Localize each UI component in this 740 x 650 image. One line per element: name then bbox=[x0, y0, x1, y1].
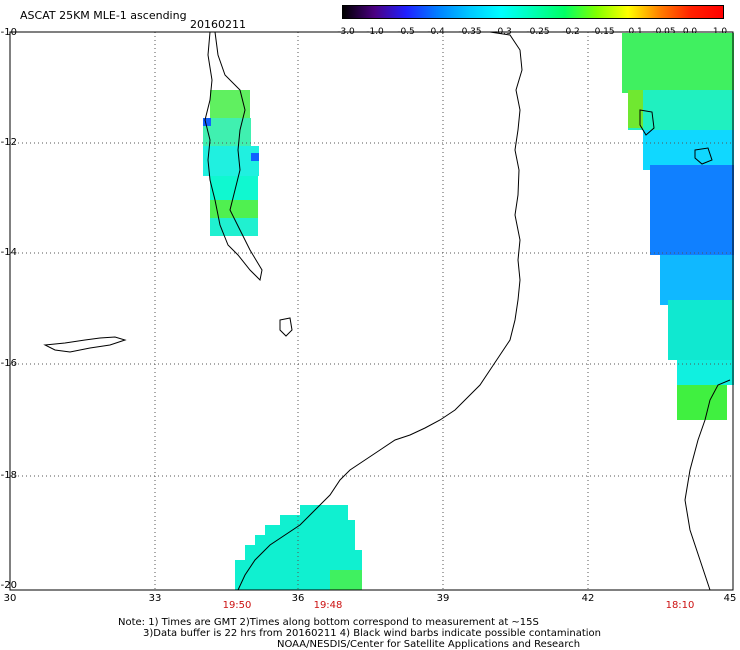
colorbar bbox=[342, 5, 724, 19]
note-line-1: Note: 1) Times are GMT 2)Times along bot… bbox=[118, 617, 539, 628]
pass-time: 19:48 bbox=[313, 600, 343, 611]
note-line-2: 3)Data buffer is 22 hrs from 20160211 4)… bbox=[143, 628, 601, 639]
lon-label: 33 bbox=[148, 593, 162, 604]
lon-label: 36 bbox=[291, 593, 305, 604]
pass-time: 18:10 bbox=[665, 600, 695, 611]
plot-frame bbox=[9, 31, 734, 591]
map-title: ASCAT 25KM MLE-1 ascending bbox=[20, 9, 187, 22]
wind-swath-bottom bbox=[235, 505, 362, 590]
pass-time: 19:50 bbox=[222, 600, 252, 611]
lat-label: -20 bbox=[0, 580, 17, 591]
lat-label: -18 bbox=[0, 470, 17, 481]
wind-swath-left bbox=[203, 90, 259, 236]
map-date: 20160211 bbox=[190, 18, 246, 31]
lat-label: -14 bbox=[0, 247, 17, 258]
lon-label: 39 bbox=[436, 593, 450, 604]
coastlines bbox=[43, 31, 731, 591]
grid-lines bbox=[10, 32, 733, 590]
lon-label: 45 bbox=[723, 593, 737, 604]
lat-label: -16 bbox=[0, 358, 17, 369]
lat-label: -10 bbox=[0, 27, 17, 38]
wind-swath-right bbox=[622, 33, 734, 420]
note-line-3: NOAA/NESDIS/Center for Satellite Applica… bbox=[277, 639, 581, 650]
lat-label: -12 bbox=[0, 137, 17, 148]
lon-label: 42 bbox=[581, 593, 595, 604]
lon-label: 30 bbox=[3, 593, 17, 604]
